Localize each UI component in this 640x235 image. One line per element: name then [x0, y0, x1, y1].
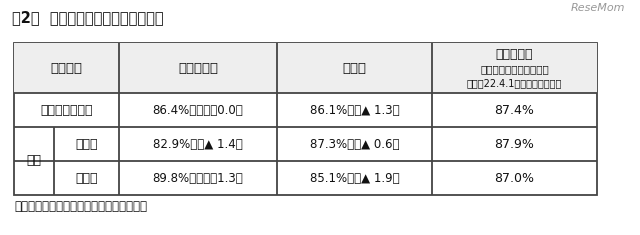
Text: 注　（　）内は、前年同期との差である。: 注 （ ）内は、前年同期との差である。 — [14, 200, 147, 213]
Bar — [14, 43, 597, 195]
Text: 82.9%（　▲ 1.4）: 82.9%（ ▲ 1.4） — [153, 137, 243, 150]
Text: 区　　分: 区 分 — [51, 62, 83, 74]
Text: 87.3%（　▲ 0.6）: 87.3%（ ▲ 0.6） — [310, 137, 399, 150]
Text: 男　子: 男 子 — [76, 137, 98, 150]
Text: うち: うち — [26, 154, 42, 168]
Text: 就職率: 就職率 — [342, 62, 367, 74]
Text: 86.4%（　　　0.0）: 86.4%（ 0.0） — [152, 103, 243, 117]
Text: 87.0%: 87.0% — [495, 172, 534, 184]
Text: 87.9%: 87.9% — [495, 137, 534, 150]
Text: （平成22.4.1現在調査の結果）: （平成22.4.1現在調査の結果） — [467, 78, 562, 88]
Text: 就職希望率: 就職希望率 — [178, 62, 218, 74]
Text: 専　修　学　校: 専 修 学 校 — [40, 103, 93, 117]
Text: 女　子: 女 子 — [76, 172, 98, 184]
Text: 第2表  専修学校（専門課程）の状況: 第2表 専修学校（専門課程）の状況 — [12, 10, 164, 25]
Text: 87.4%: 87.4% — [495, 103, 534, 117]
Text: 85.1%（　▲ 1.9）: 85.1%（ ▲ 1.9） — [310, 172, 399, 184]
Text: ReseMom: ReseMom — [570, 3, 625, 13]
Text: 86.1%（　▲ 1.3）: 86.1%（ ▲ 1.3） — [310, 103, 399, 117]
Text: 前年度卒業学生の就職率: 前年度卒業学生の就職率 — [480, 64, 549, 74]
Bar — [14, 43, 597, 93]
Text: 〈参　考〉: 〈参 考〉 — [496, 48, 533, 62]
Text: 89.8%（　　　1.3）: 89.8%（ 1.3） — [152, 172, 243, 184]
